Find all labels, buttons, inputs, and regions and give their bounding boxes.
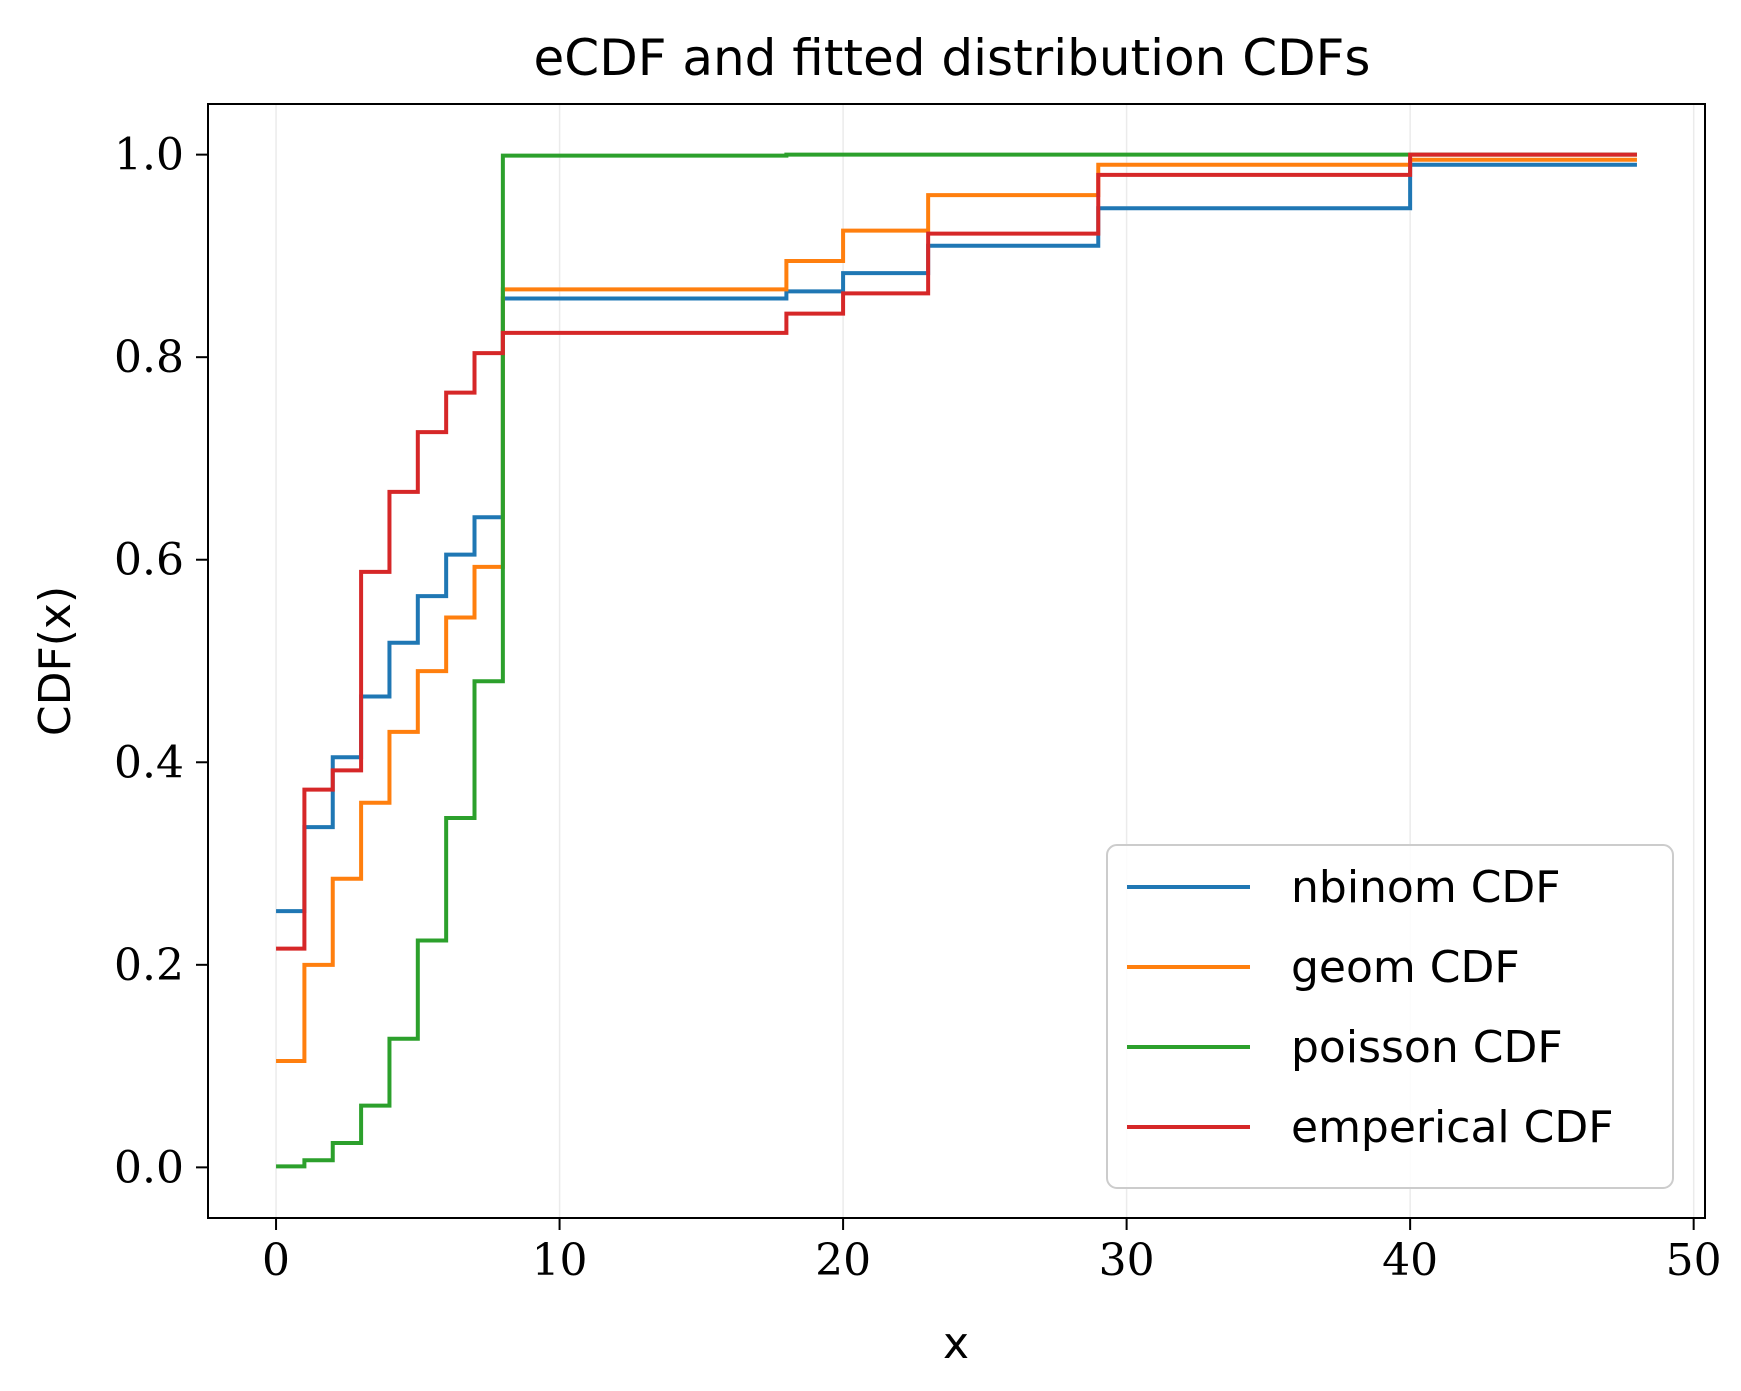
legend-label-0: nbinom CDF bbox=[1291, 862, 1561, 913]
y-tick-label: 0.4 bbox=[114, 737, 184, 788]
legend-label-2: poisson CDF bbox=[1291, 1022, 1563, 1073]
x-tick-label: 30 bbox=[1099, 1235, 1155, 1286]
x-tick-label: 20 bbox=[815, 1235, 871, 1286]
y-tick-label: 1.0 bbox=[114, 130, 184, 181]
x-axis-label: x bbox=[943, 1318, 969, 1369]
series-line-3 bbox=[276, 152, 1637, 951]
y-tick-label: 0.2 bbox=[114, 940, 184, 991]
x-tick-label: 50 bbox=[1666, 1235, 1722, 1286]
y-tick-label: 0.6 bbox=[114, 535, 184, 586]
legend-label-1: geom CDF bbox=[1291, 942, 1520, 993]
series-line-2 bbox=[276, 152, 1637, 1169]
y-tick-label: 0.8 bbox=[114, 332, 184, 383]
series-line-1 bbox=[276, 157, 1637, 1064]
legend: nbinom CDF geom CDF poisson CDF emperical C… bbox=[1106, 844, 1674, 1189]
series-line-0 bbox=[276, 162, 1637, 914]
chart-title: eCDF and fitted distribution CDFs bbox=[534, 29, 1371, 87]
plot-frame bbox=[207, 103, 1706, 1219]
legend-label-3: emperical CDF bbox=[1291, 1102, 1614, 1153]
y-axis-label: CDF(x) bbox=[30, 586, 81, 736]
y-tick-label: 0.0 bbox=[114, 1142, 184, 1193]
x-tick-label: 10 bbox=[532, 1235, 588, 1286]
x-tick-label: 40 bbox=[1382, 1235, 1438, 1286]
x-tick-label: 0 bbox=[262, 1235, 290, 1286]
legend-box bbox=[1106, 844, 1674, 1189]
